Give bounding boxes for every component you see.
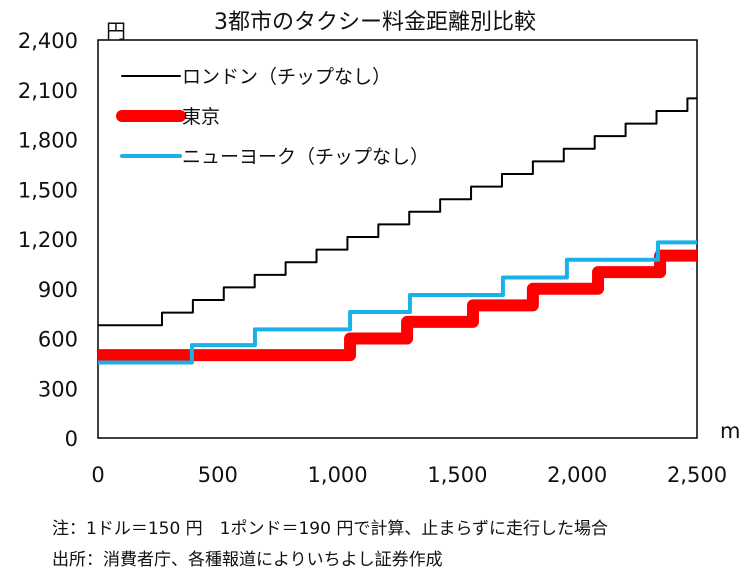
- x-tick-label: 2,500: [667, 463, 727, 487]
- x-tick-label: 1,500: [427, 463, 487, 487]
- note-source: 出所：消費者庁、各種報道によりいちよし証券作成: [52, 550, 443, 570]
- series-line: [98, 249, 697, 362]
- series-line: [98, 240, 697, 365]
- y-tick-label: 600: [38, 328, 78, 352]
- y-tick-label: 1,200: [18, 228, 78, 252]
- legend-label: ロンドン（チップなし）: [182, 66, 391, 88]
- y-axis-label: 円: [106, 19, 126, 43]
- x-tick-label: 0: [91, 463, 104, 487]
- y-tick-label: 1,800: [18, 129, 78, 153]
- chart-title: 3都市のタクシー料金距離別比較: [214, 10, 536, 35]
- x-tick-label: 500: [198, 463, 238, 487]
- legend-label: 東京: [182, 106, 220, 128]
- y-tick-label: 900: [38, 278, 78, 302]
- x-axis-label: m: [720, 419, 740, 443]
- note-exchange: 注：1ドル＝150 円 1ポンド＝190 円で計算、止まらずに走行した場合: [52, 519, 608, 539]
- x-tick-label: 1,000: [308, 463, 368, 487]
- y-tick-label: 2,100: [18, 79, 78, 103]
- y-tick-label: 0: [65, 427, 78, 451]
- x-tick-label: 2,000: [547, 463, 607, 487]
- y-tick-label: 2,400: [18, 29, 78, 53]
- y-tick-label: 1,500: [18, 178, 78, 202]
- y-tick-label: 300: [38, 377, 78, 401]
- legend-label: ニューヨーク（チップなし）: [182, 146, 429, 168]
- series-line: [98, 97, 697, 327]
- plot-frame: [97, 39, 698, 439]
